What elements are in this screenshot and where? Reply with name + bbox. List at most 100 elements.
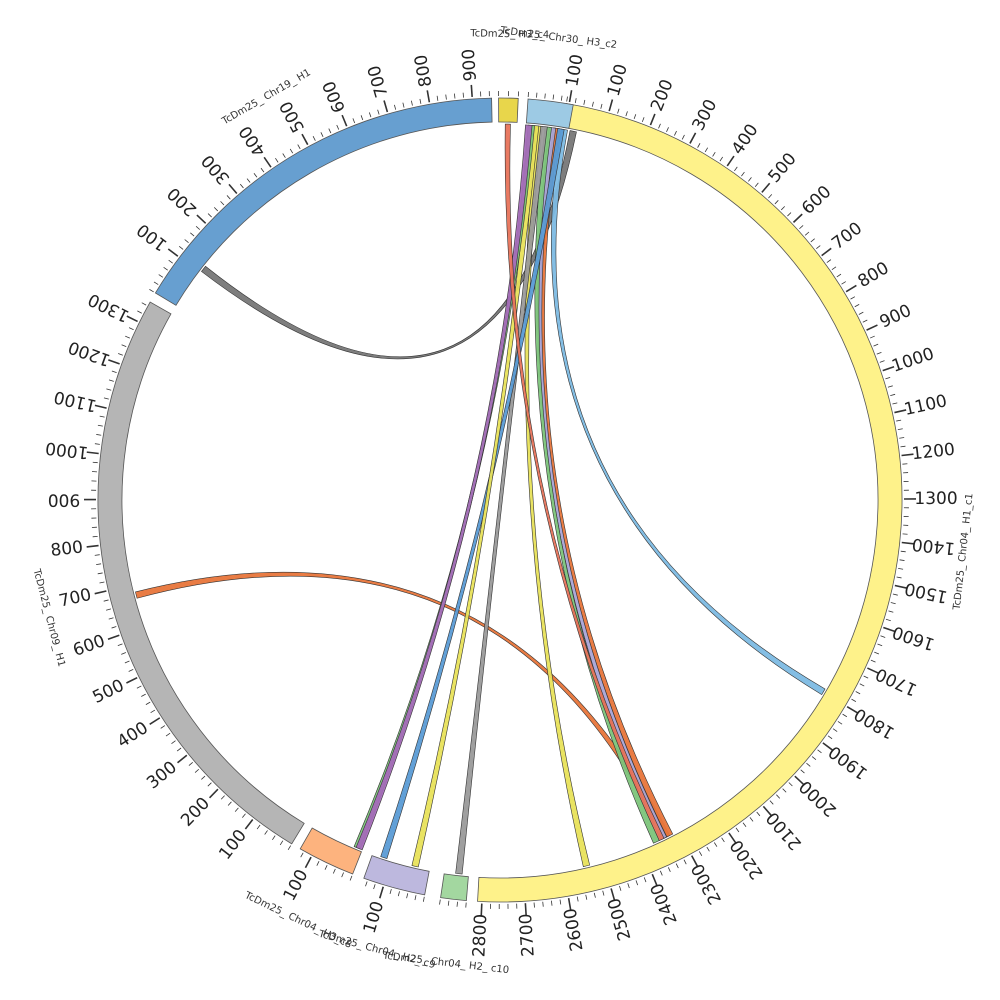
minor-tick xyxy=(118,353,123,356)
minor-tick xyxy=(165,732,171,737)
minor-tick xyxy=(817,749,822,754)
minor-tick xyxy=(163,267,168,271)
minor-tick xyxy=(900,445,906,448)
minor-tick xyxy=(128,327,134,331)
major-tick xyxy=(866,324,878,331)
minor-tick xyxy=(800,769,805,774)
minor-tick xyxy=(704,147,709,153)
minor-tick xyxy=(659,870,663,876)
minor-tick xyxy=(297,144,301,150)
minor-tick xyxy=(320,132,324,137)
minor-tick xyxy=(892,593,898,596)
major-tick xyxy=(901,541,914,545)
tick-label: 800 xyxy=(50,537,85,561)
minor-tick xyxy=(591,101,594,107)
major-tick xyxy=(689,132,697,144)
link-ribbon xyxy=(524,125,591,868)
minor-tick xyxy=(103,599,109,602)
tick-label: 700 xyxy=(828,218,866,254)
minor-tick xyxy=(279,840,284,846)
minor-tick xyxy=(810,238,815,243)
minor-tick xyxy=(97,572,103,575)
tick-label: 1100 xyxy=(52,386,99,415)
minor-tick xyxy=(397,891,400,897)
major-tick xyxy=(792,213,803,223)
minor-tick xyxy=(742,822,747,827)
minor-tick xyxy=(419,98,422,104)
tick-label: 900 xyxy=(877,301,915,333)
minor-tick xyxy=(422,896,425,902)
minor-tick xyxy=(892,402,898,405)
minor-tick xyxy=(145,701,151,705)
segment-chr09_h1 xyxy=(97,301,305,845)
major-tick xyxy=(901,453,914,457)
minor-tick xyxy=(454,93,456,99)
minor-tick xyxy=(681,134,685,140)
minor-tick xyxy=(832,728,838,732)
minor-tick xyxy=(619,885,622,891)
major-tick xyxy=(651,873,658,886)
tick-label: 1700 xyxy=(873,663,921,699)
minor-tick xyxy=(99,581,105,584)
minor-tick xyxy=(410,100,413,106)
tick-label: 200 xyxy=(164,183,201,220)
minor-tick xyxy=(734,166,738,172)
tick-label: 2600 xyxy=(561,907,588,953)
major-tick xyxy=(383,100,389,113)
segment-chr30_h3_c2 xyxy=(525,98,574,129)
minor-tick xyxy=(168,259,173,264)
minor-tick xyxy=(741,171,745,177)
major-tick xyxy=(177,754,188,764)
tick-label: 900 xyxy=(48,489,80,509)
tick-label: 2500 xyxy=(604,896,635,943)
major-tick xyxy=(304,856,312,869)
minor-tick xyxy=(550,900,553,906)
minor-tick xyxy=(890,393,896,396)
minor-tick xyxy=(855,691,861,695)
minor-tick xyxy=(287,845,292,851)
tick-label: 800 xyxy=(411,53,436,88)
major-tick xyxy=(762,805,772,816)
major-tick xyxy=(822,742,833,751)
tick-label: 1100 xyxy=(902,391,949,420)
minor-tick xyxy=(188,761,193,766)
major-tick xyxy=(728,832,737,844)
tick-label: 200 xyxy=(647,77,678,115)
major-tick xyxy=(196,214,207,224)
minor-tick xyxy=(316,861,320,866)
tick-label: 100 xyxy=(280,866,313,904)
minor-tick xyxy=(260,167,265,173)
segment-chr04_h1_c1 xyxy=(477,103,903,903)
tick-label: 100 xyxy=(360,899,389,936)
minor-tick xyxy=(768,194,773,199)
link-ribbon xyxy=(551,128,826,696)
tick-label: 700 xyxy=(364,63,392,100)
minor-tick xyxy=(275,157,279,163)
major-tick xyxy=(94,404,107,409)
minor-tick xyxy=(721,837,725,843)
tick-label: 100 xyxy=(215,826,251,864)
minor-tick xyxy=(877,643,883,647)
minor-tick xyxy=(150,709,156,714)
tick-label: 600 xyxy=(798,182,835,219)
tick-label: 1200 xyxy=(66,336,113,369)
segment-chr30_h3_c4 xyxy=(498,97,519,123)
minor-tick xyxy=(837,721,843,725)
minor-tick xyxy=(602,890,605,896)
minor-tick xyxy=(674,130,677,136)
minor-tick xyxy=(811,756,817,761)
link-ribbon xyxy=(355,124,533,851)
minor-tick xyxy=(876,352,882,355)
minor-tick xyxy=(282,153,286,158)
ticks-layer xyxy=(83,84,917,916)
tick-label: 2700 xyxy=(516,913,539,957)
segment-chr04_h2_c10 xyxy=(440,873,469,902)
minor-tick xyxy=(103,397,109,400)
major-tick xyxy=(846,705,858,714)
minor-tick xyxy=(312,136,316,141)
tick-label: 900 xyxy=(459,48,481,82)
minor-tick xyxy=(754,182,759,188)
minor-tick xyxy=(178,245,184,250)
minor-tick xyxy=(328,128,332,134)
minor-tick xyxy=(125,335,130,339)
